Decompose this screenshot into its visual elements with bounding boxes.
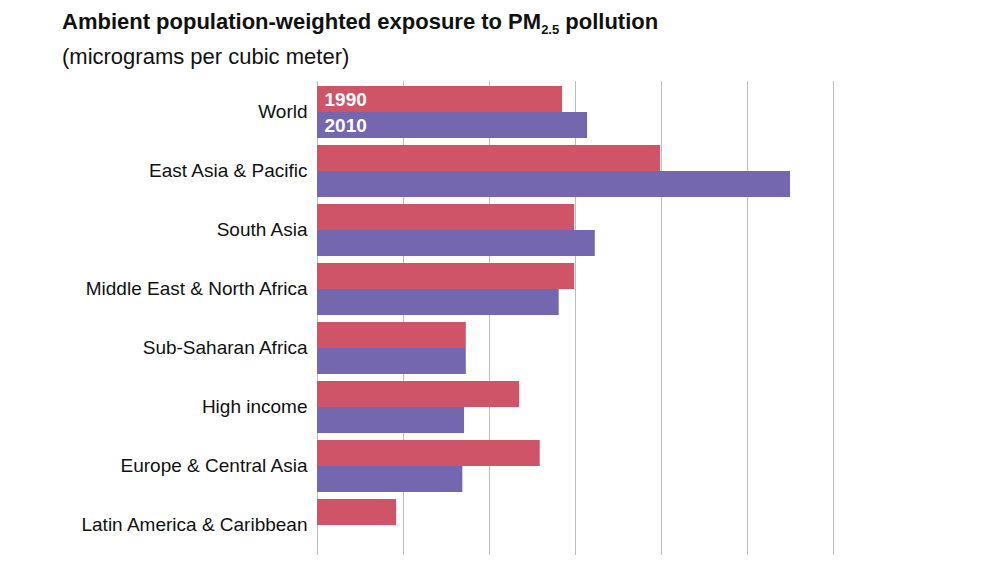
html-text:Ambient population-weighted ex: Ambient population-weighted exposure to … — [62, 9, 659, 38]
html-text:(micrograms per cubic meter): (micrograms per cubic meter) — [62, 44, 350, 70]
svg-text:East Asia & Pacific: East Asia & Pacific — [149, 160, 307, 181]
svg-text:Latin America & Caribbean: Latin America & Caribbean — [81, 514, 307, 535]
svg-text:2010: 2010 — [325, 115, 367, 136]
svg-text:Middle East & North Africa: Middle East & North Africa — [86, 278, 308, 299]
svg-text:Sub-Saharan Africa: Sub-Saharan Africa — [143, 337, 308, 358]
svg-text:World: World — [258, 101, 307, 122]
svg-text:South Asia: South Asia — [217, 219, 308, 240]
svg-text:High income: High income — [202, 396, 308, 417]
svg-text:Europe & Central Asia: Europe & Central Asia — [121, 455, 308, 476]
svg-text:1990: 1990 — [325, 89, 367, 110]
